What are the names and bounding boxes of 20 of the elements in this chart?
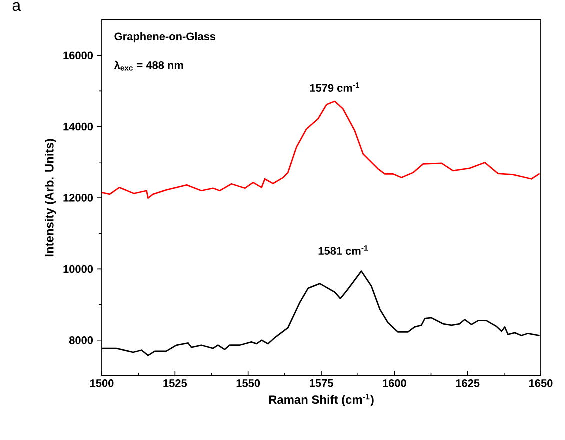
x-tick-label: 1625	[456, 380, 480, 388]
x-axis-title: Raman Shift (cm$^{-1}$)	[269, 394, 374, 406]
annotation: 1579 cm$^{-1}$	[310, 82, 360, 92]
x-tick-label: 1525	[164, 380, 188, 388]
y-tick-label: 10000	[64, 265, 94, 274]
y-tick-label: 16000	[64, 52, 94, 60]
text: a	[12, 2, 22, 12]
annotation: 1581 cm$^{-1}$	[318, 246, 368, 255]
x-tick-label: 1600	[383, 380, 406, 388]
x-tick-label: 1650	[530, 380, 553, 388]
y-axis-title: Intensity (Arb. Units)	[45, 139, 56, 257]
x-tick-label: 1500	[90, 380, 114, 388]
annotation: λ$_{exc}$ = 488 nm	[114, 60, 184, 71]
y-tick-label: 14000	[64, 122, 94, 131]
annotation: Graphene-on-Glass	[114, 32, 216, 43]
x-tick-label: 1550	[236, 380, 260, 388]
y-tick-label: 12000	[64, 194, 94, 202]
line-series	[101, 100, 541, 200]
y-tick-label: 8000	[69, 336, 94, 344]
x-tick-label: 1575	[310, 380, 334, 388]
